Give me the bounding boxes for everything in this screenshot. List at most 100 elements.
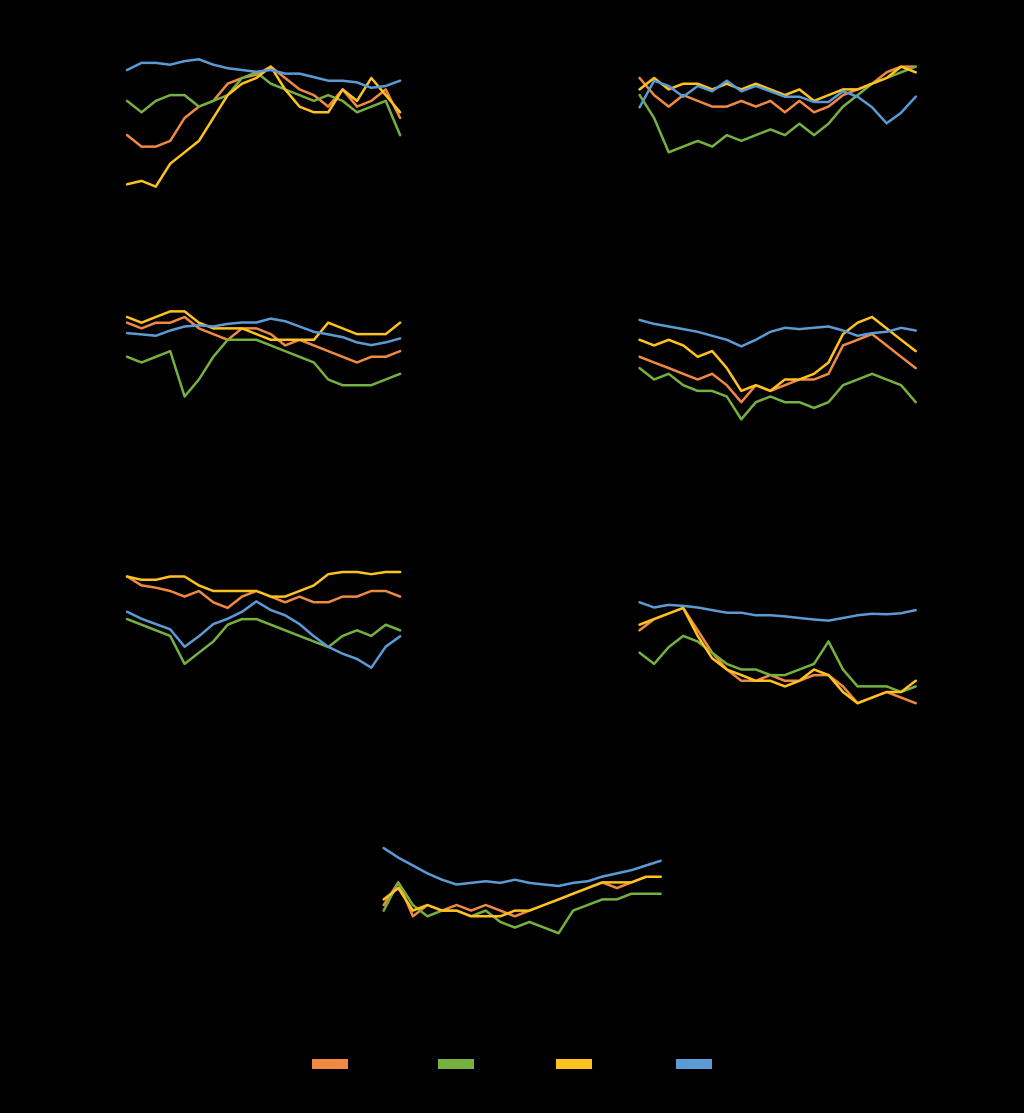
x-tick-label: 1929 <box>121 205 148 219</box>
y-tick-label: 0,0 <box>555 122 572 136</box>
y2-tick-label: 20 <box>456 426 470 440</box>
y-tick-label: -0,2 <box>551 668 572 682</box>
x-tick-label: 1915 <box>71 466 98 480</box>
series-line-teljes-evgyuru <box>125 575 402 610</box>
y2-tick-label: 250 <box>456 678 476 692</box>
x-tick-label: 1929 <box>121 727 148 741</box>
y-axis-label: Korrelációs együttható <box>530 577 545 706</box>
y-tick-label: -0,4 <box>551 691 572 705</box>
y2-axis-label: Csapadék (mm) <box>485 72 500 164</box>
x-axis-label: Évek <box>243 230 277 247</box>
legend-label: Korai pászta <box>411 1075 501 1092</box>
x-tick-label: 1971 <box>786 727 813 741</box>
y2-tick-label: 240 <box>456 696 476 710</box>
series-line-teljes-evgyuru <box>125 315 402 364</box>
y2-tick-label: 40 <box>972 399 986 413</box>
y2-tick-label: 50 <box>456 102 470 116</box>
y-tick-label: 0,6 <box>555 578 572 592</box>
x-tick-label: 1971 <box>272 466 299 480</box>
y2-tick-label: 300 <box>972 556 992 570</box>
y-tick-label: -0,2 <box>39 145 60 159</box>
y-tick-label: 0,2 <box>43 361 60 375</box>
y-tick-label: 0,8 <box>555 556 572 570</box>
y2-tick-label: 105 <box>972 31 992 45</box>
y-tick-label: -0,4 <box>39 168 60 182</box>
y2-tick-label: 60 <box>456 84 470 98</box>
legend-item-kesei: Kései pászta <box>484 1055 664 1093</box>
y-tick-label: 0,0 <box>43 384 60 398</box>
series-line-kesei-paszta <box>382 875 662 918</box>
y-tick-label: 0,2 <box>43 623 60 637</box>
chart-title: pSzeptember <box>474 809 563 826</box>
x-tick-label: 1943 <box>171 727 198 741</box>
x-tick-label: 1957 <box>222 727 249 741</box>
y2-tick-label: 50 <box>972 687 986 701</box>
x-tick-label: 1915 <box>583 205 610 219</box>
legend-swatch <box>312 1059 348 1069</box>
y-tick-label: -0,2 <box>295 932 316 946</box>
series-line-kesei-paszta <box>125 310 402 342</box>
y-tick-label: 0,6 <box>555 54 572 68</box>
y-tick-label: 0,4 <box>555 601 572 615</box>
series-line-korai-paszta <box>125 617 402 666</box>
x-tick-label: 1999 <box>633 991 660 1005</box>
series-line-csapadek <box>125 317 402 347</box>
legend-item-csapadek: Csapadék <box>604 1055 784 1093</box>
y2-tick-label: 85 <box>972 138 986 152</box>
y-tick-label: 0,2 <box>555 623 572 637</box>
x-tick-label: 1943 <box>684 727 711 741</box>
series-line-kesei-paszta <box>125 570 402 598</box>
y2-axis-label: Csapadék (mm) <box>746 859 761 951</box>
x-tick-label: 1971 <box>531 991 558 1005</box>
y2-axis-label: Csapadék (mm) <box>1001 595 1016 687</box>
y-tick-label: 0,2 <box>555 100 572 114</box>
x-tick-label: 1957 <box>480 991 507 1005</box>
y2-tick-label: 70 <box>456 67 470 81</box>
chart-title: Június <box>752 21 795 38</box>
x-tick-label: 1985 <box>322 727 349 741</box>
x-tick-label: 2013 <box>939 466 966 480</box>
y-axis-label: Korrelációs együttható <box>530 53 545 182</box>
series-line-kesei-paszta <box>125 65 402 188</box>
y-tick-label: -0,4 <box>551 429 572 443</box>
y-tick-label: 0,2 <box>555 361 572 375</box>
series-line-kesei-paszta <box>638 606 917 705</box>
legend-swatch <box>556 1059 592 1069</box>
x-tick-label: 1943 <box>171 205 198 219</box>
y2-tick-label: 320 <box>456 556 476 570</box>
x-tick-label: 1985 <box>837 205 864 219</box>
chart-title: Május <box>240 21 280 38</box>
y-tick-label: 0,4 <box>43 338 60 352</box>
y-tick-label: 0,8 <box>555 31 572 45</box>
y-tick-label: 0,4 <box>43 601 60 615</box>
y2-tick-label: 150 <box>972 635 992 649</box>
y-tick-label: 0,0 <box>555 384 572 398</box>
x-tick-label: 1957 <box>735 466 762 480</box>
legend-label: Csapadék <box>657 1075 731 1092</box>
x-tick-label: 1999 <box>372 205 399 219</box>
y-tick-label: 0,6 <box>43 54 60 68</box>
y-tick-label: -0,6 <box>551 713 572 727</box>
y-tick-label: -0,4 <box>39 429 60 443</box>
legend-label: Teljes évgyűrű <box>278 1075 382 1092</box>
x-tick-label: 1957 <box>735 727 762 741</box>
x-tick-label: 1971 <box>272 205 299 219</box>
y2-tick-label: 230 <box>456 713 476 727</box>
y-tick-label: 0,6 <box>43 316 60 330</box>
x-tick-label: 1971 <box>786 466 813 480</box>
series-line-csapadek <box>125 58 402 90</box>
y2-tick-label: 100 <box>972 320 992 334</box>
y-tick-label: -0,2 <box>551 407 572 421</box>
x-tick-label: 2013 <box>423 205 450 219</box>
x-tick-label: 1957 <box>735 205 762 219</box>
series-line-teljes-evgyuru <box>638 332 917 404</box>
y-tick-label: 0,2 <box>299 887 316 901</box>
y2-tick-label: 40 <box>456 120 470 134</box>
y2-tick-label: 30 <box>456 138 470 152</box>
y-tick-label: 0,4 <box>555 77 572 91</box>
legend-swatch <box>438 1059 474 1069</box>
series-line-csapadek <box>382 846 662 888</box>
chart-title: Nyár (JJA) <box>225 546 296 563</box>
x-tick-label: 1915 <box>327 991 354 1005</box>
